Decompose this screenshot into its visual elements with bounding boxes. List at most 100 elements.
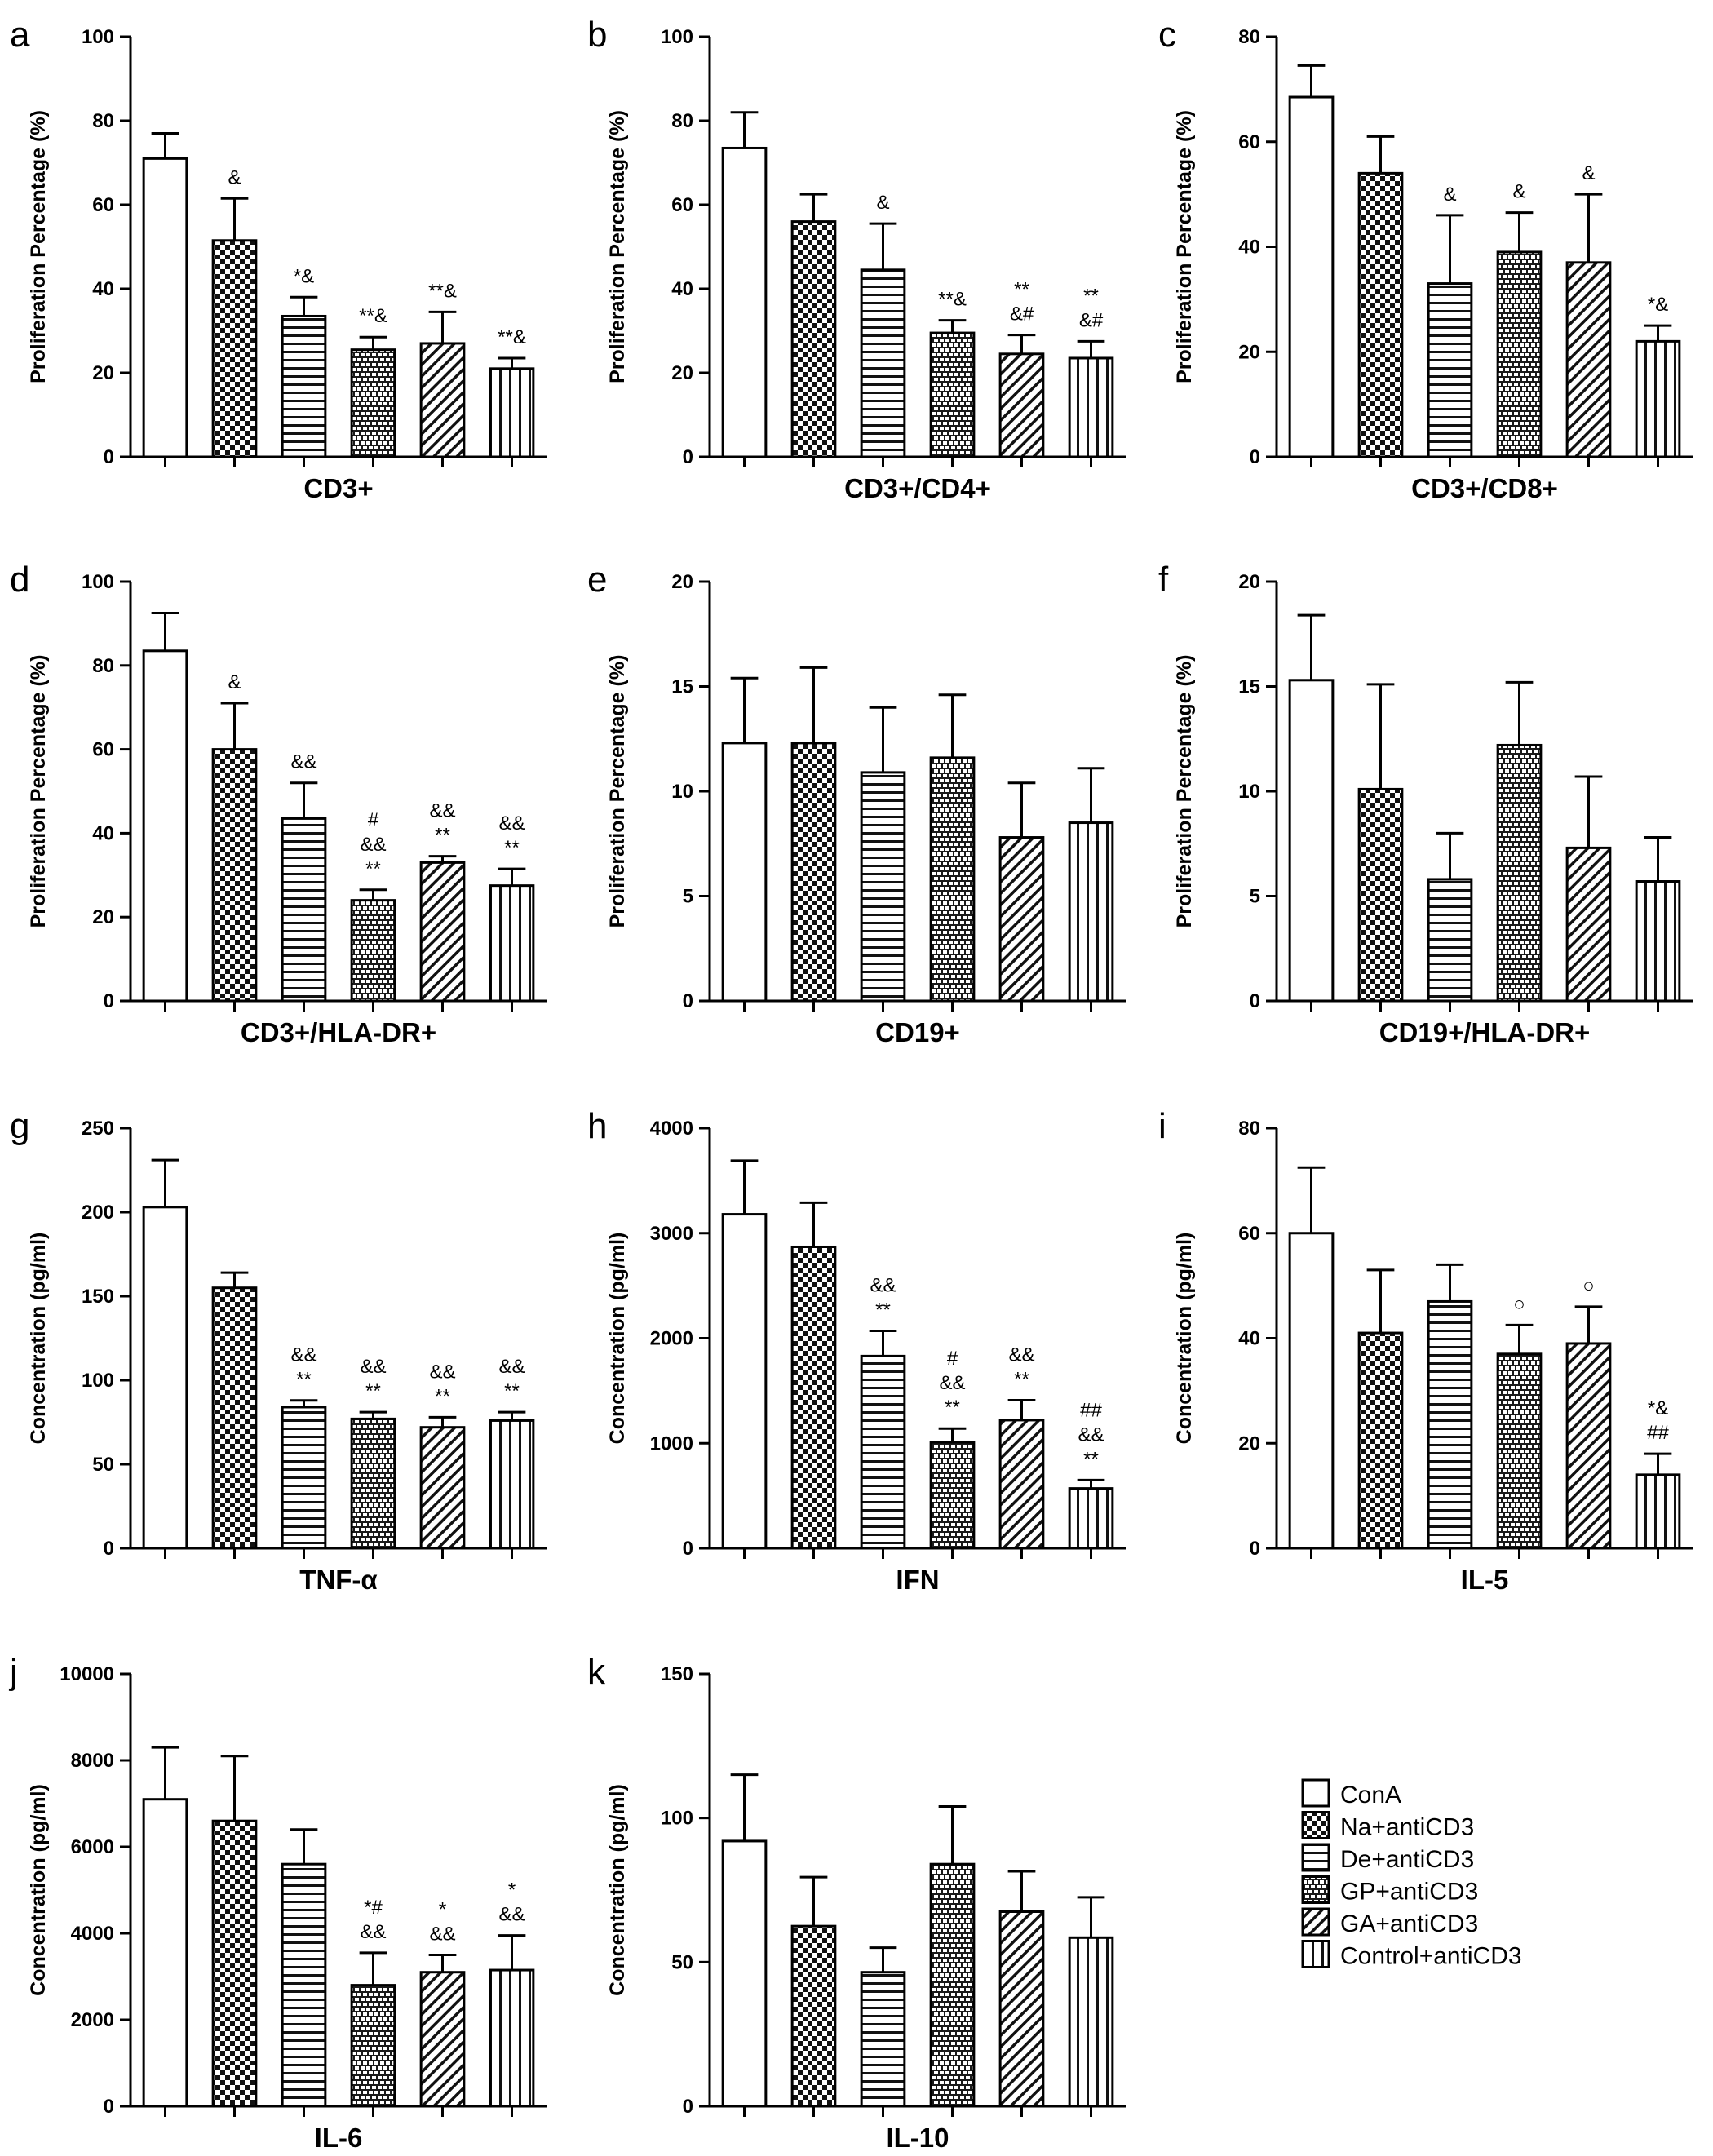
significance-mark: ○ bbox=[1513, 1293, 1525, 1315]
bar-conA bbox=[721, 742, 768, 1003]
bar-conA bbox=[721, 1839, 768, 2108]
bar-ga-anticd3 bbox=[1565, 1342, 1612, 1550]
y-tick-label: 60 bbox=[671, 194, 693, 216]
panel-letter: d bbox=[10, 560, 29, 600]
bar-ga-anticd3 bbox=[419, 1971, 466, 2108]
chart-panel-a: a Proliferation Percentage (%) 0 20 40 60 80 10… bbox=[10, 15, 547, 503]
panel-letter: k bbox=[587, 1652, 606, 1692]
chart-panel-b: b Proliferation Percentage (%) 0 20 40 60 80 10… bbox=[587, 15, 1126, 503]
significance-mark: ## bbox=[1647, 1422, 1669, 1444]
legend: ConA Na+antiCD3 De+antiCD3 GP+antiCD3 GA+ant… bbox=[1301, 1778, 1522, 1970]
y-tick-label: 1000 bbox=[650, 1432, 693, 1454]
significance-mark: *& bbox=[1648, 294, 1668, 316]
significance-mark: && bbox=[429, 800, 455, 822]
significance-mark: # bbox=[947, 1348, 958, 1370]
y-tick-label: 0 bbox=[683, 1538, 693, 1560]
y-tick-label: 0 bbox=[1250, 1538, 1260, 1560]
significance-mark: & bbox=[1443, 184, 1456, 206]
y-tick-label: 5 bbox=[683, 886, 693, 908]
bar-control-anticd3 bbox=[489, 1419, 535, 1550]
bar-ga-anticd3 bbox=[998, 1910, 1045, 2108]
significance-mark: && bbox=[1008, 1344, 1034, 1366]
legend-swatch-ga-anticd3 bbox=[1301, 1907, 1330, 1937]
y-tick-label: 0 bbox=[1250, 446, 1260, 468]
legend-label-conA: ConA bbox=[1340, 1782, 1401, 1808]
significance-mark: **& bbox=[428, 280, 457, 302]
y-tick-label: 100 bbox=[82, 1370, 114, 1392]
significance-mark: ** bbox=[435, 825, 450, 847]
x-axis-label: IL-6 bbox=[315, 2123, 363, 2153]
significance-mark: *# bbox=[364, 1897, 383, 1919]
y-tick-label: 80 bbox=[671, 110, 693, 132]
significance-mark: * bbox=[508, 1879, 516, 1901]
bar-conA bbox=[1288, 95, 1335, 458]
y-tick-label: 60 bbox=[1238, 131, 1260, 153]
y-tick-label: 0 bbox=[104, 446, 114, 468]
y-tick-label: 50 bbox=[92, 1454, 114, 1476]
x-axis-label: TNF-α bbox=[299, 1565, 377, 1595]
legend-swatch-conA bbox=[1301, 1778, 1330, 1808]
bar-de-anticd3 bbox=[1427, 878, 1473, 1003]
significance-mark: & bbox=[1582, 162, 1595, 184]
significance-mark: && bbox=[429, 1924, 455, 1946]
bar-conA bbox=[142, 1206, 188, 1550]
bar-de-anticd3 bbox=[860, 771, 906, 1003]
bar-de-anticd3 bbox=[281, 817, 327, 1003]
y-tick-label: 20 bbox=[1238, 1432, 1260, 1454]
x-axis-label: CD19+/HLA-DR+ bbox=[1379, 1017, 1591, 1047]
significance-mark: ** bbox=[1083, 285, 1099, 307]
bar-gp-anticd3 bbox=[350, 1984, 396, 2108]
panel-letter: f bbox=[1158, 560, 1169, 600]
y-axis-label: Concentration (pg/ml) bbox=[606, 1784, 629, 1996]
panel-letter: b bbox=[587, 15, 607, 55]
bar-conA bbox=[142, 649, 188, 1003]
y-tick-label: 40 bbox=[1238, 1328, 1260, 1350]
y-tick-label: 200 bbox=[82, 1202, 114, 1224]
bar-conA bbox=[1288, 1232, 1335, 1550]
bar-conA bbox=[142, 157, 188, 458]
y-axis-label: Concentration (pg/ml) bbox=[27, 1233, 50, 1445]
y-axis-label: Proliferation Percentage (%) bbox=[27, 110, 50, 383]
y-tick-label: 80 bbox=[1238, 1118, 1260, 1140]
y-tick-label: 15 bbox=[671, 676, 693, 698]
bar-na-anticd3 bbox=[211, 748, 258, 1003]
legend-label-gp-anticd3: GP+antiCD3 bbox=[1340, 1879, 1478, 1906]
significance-mark: & bbox=[876, 192, 889, 214]
panel-letter: g bbox=[10, 1106, 29, 1146]
y-tick-label: 0 bbox=[104, 1538, 114, 1560]
bar-gp-anticd3 bbox=[929, 1441, 976, 1550]
significance-mark: && bbox=[498, 812, 525, 835]
significance-mark: *& bbox=[294, 265, 314, 287]
significance-mark: & bbox=[1512, 181, 1525, 203]
bar-control-anticd3 bbox=[1068, 1936, 1114, 2108]
y-axis-label: Proliferation Percentage (%) bbox=[606, 110, 629, 383]
bar-na-anticd3 bbox=[1357, 787, 1404, 1003]
bar-ga-anticd3 bbox=[419, 861, 466, 1003]
bar-conA bbox=[721, 146, 768, 458]
bar-conA bbox=[721, 1213, 768, 1550]
y-tick-label: 10 bbox=[671, 781, 693, 803]
y-tick-label: 60 bbox=[1238, 1223, 1260, 1245]
chart-panel-k: k Concentration (pg/ml) 0 50 100 150 IL-10 bbox=[587, 1652, 1126, 2153]
bar-na-anticd3 bbox=[790, 220, 837, 458]
bar-de-anticd3 bbox=[860, 268, 906, 458]
bar-gp-anticd3 bbox=[350, 1417, 396, 1550]
y-tick-label: 0 bbox=[104, 2096, 114, 2118]
y-tick-label: 0 bbox=[1250, 990, 1260, 1012]
x-axis-label: CD3+ bbox=[303, 473, 373, 503]
y-tick-label: 3000 bbox=[650, 1223, 693, 1245]
panel-letter: a bbox=[10, 15, 30, 55]
bar-ga-anticd3 bbox=[419, 342, 466, 458]
significance-mark: # bbox=[368, 809, 379, 831]
significance-mark: **& bbox=[938, 289, 967, 311]
bar-gp-anticd3 bbox=[929, 1862, 976, 2108]
significance-mark: && bbox=[939, 1372, 965, 1394]
significance-mark: && bbox=[290, 1344, 316, 1366]
x-axis-label: CD3+/CD8+ bbox=[1411, 473, 1558, 503]
y-tick-label: 60 bbox=[92, 739, 114, 761]
bar-ga-anticd3 bbox=[998, 352, 1045, 458]
significance-mark: ** bbox=[296, 1369, 312, 1391]
significance-mark: ** bbox=[365, 1380, 381, 1402]
bar-gp-anticd3 bbox=[1496, 250, 1543, 458]
